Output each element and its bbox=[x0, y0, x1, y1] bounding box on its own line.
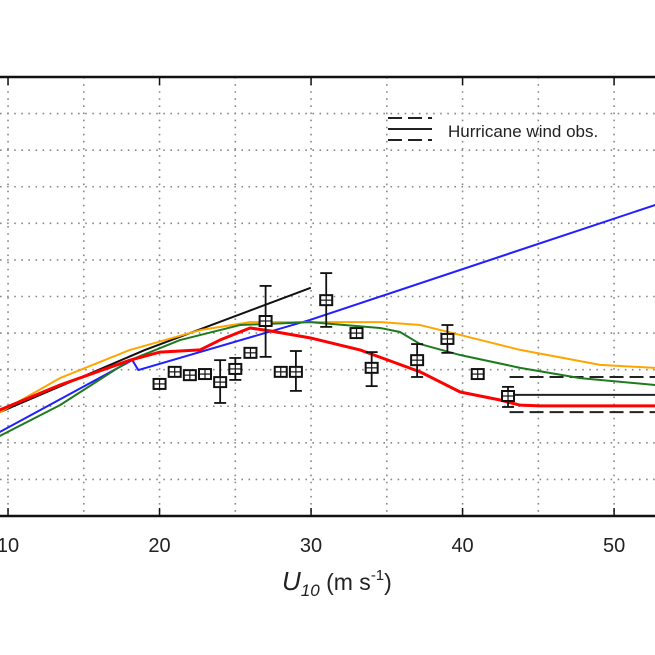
series-lines bbox=[0, 204, 655, 437]
tick-label: 50 bbox=[603, 535, 625, 557]
tick-label: 10 bbox=[0, 535, 19, 557]
x-axis-label: U10 (m s-1) bbox=[282, 566, 392, 600]
observation-point bbox=[319, 272, 334, 328]
series-line-2 bbox=[0, 321, 655, 414]
series-line-4 bbox=[0, 326, 655, 412]
x-axis-units-close: ) bbox=[384, 569, 392, 595]
tick-label: 30 bbox=[300, 535, 322, 557]
legend-label: Hurricane wind obs. bbox=[448, 122, 598, 141]
observation-point bbox=[470, 368, 485, 381]
x-axis-symbol: U bbox=[282, 566, 301, 596]
hurricane-obs bbox=[509, 375, 655, 414]
x-axis-units: (m s bbox=[320, 569, 371, 595]
observation-point bbox=[228, 357, 243, 381]
observation-point bbox=[273, 365, 288, 378]
axes bbox=[0, 75, 655, 518]
tick-label: 20 bbox=[148, 535, 170, 557]
observation-point bbox=[213, 359, 228, 404]
observations bbox=[152, 272, 516, 408]
observation-point bbox=[288, 350, 303, 392]
observation-point bbox=[258, 284, 273, 358]
tick-labels: 10 20 30 40 50 bbox=[0, 535, 625, 557]
observation-point bbox=[152, 377, 167, 390]
observation-point bbox=[440, 324, 455, 354]
x-axis-units-sup: -1 bbox=[371, 567, 384, 584]
x-axis-subscript: 10 bbox=[301, 581, 320, 600]
observation-point bbox=[182, 369, 197, 382]
observation-point bbox=[501, 385, 516, 408]
observation-point bbox=[410, 343, 425, 378]
observation-point bbox=[167, 365, 182, 378]
tick-label: 40 bbox=[451, 535, 473, 557]
observation-point bbox=[349, 327, 364, 340]
observation-point bbox=[364, 351, 379, 388]
observation-point bbox=[243, 346, 258, 359]
observation-point bbox=[198, 368, 212, 381]
legend: Hurricane wind obs. bbox=[388, 117, 598, 141]
series-line-1 bbox=[0, 204, 655, 433]
